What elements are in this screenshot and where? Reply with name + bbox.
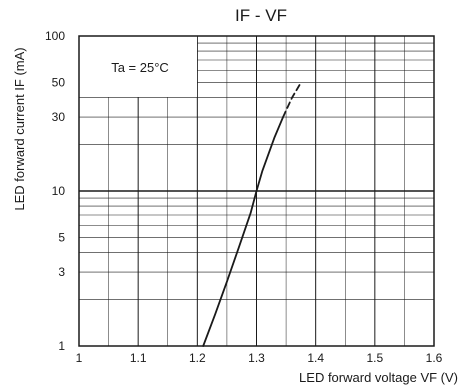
plot-frame [78,35,435,347]
x-tick-label: 1.6 [426,351,443,365]
y-axis-label: LED forward current IF (mA) [12,47,27,210]
series-line-dashed [282,81,302,118]
x-tick-label: 1.5 [366,351,383,365]
y-tick-label: 100 [45,29,65,43]
y-tick-labels: 1 3 5 10 30 50 100 [45,29,65,353]
x-tick-label: 1.2 [189,351,206,365]
x-axis-label: LED forward voltage VF (V) [299,370,458,385]
y-tick-label: 10 [52,184,66,198]
x-tick-label: 1.4 [307,351,324,365]
y-tick-label: 1 [58,339,65,353]
y-tick-label: 5 [58,231,65,245]
series-layer [202,81,302,347]
chart-title: IF - VF [235,6,287,25]
series-line-solid [202,116,285,347]
x-tick-label: 1.1 [130,351,147,365]
y-tick-label: 3 [58,265,65,279]
y-tick-label: 50 [52,76,66,90]
x-tick-labels: 1 1.1 1.2 1.3 1.4 1.5 1.6 [76,351,443,365]
annotation-text: Ta = 25°C [111,60,169,75]
x-tick-label: 1 [76,351,83,365]
x-tick-label: 1.3 [248,351,265,365]
y-tick-label: 30 [52,110,66,124]
annotation-box [79,36,197,97]
